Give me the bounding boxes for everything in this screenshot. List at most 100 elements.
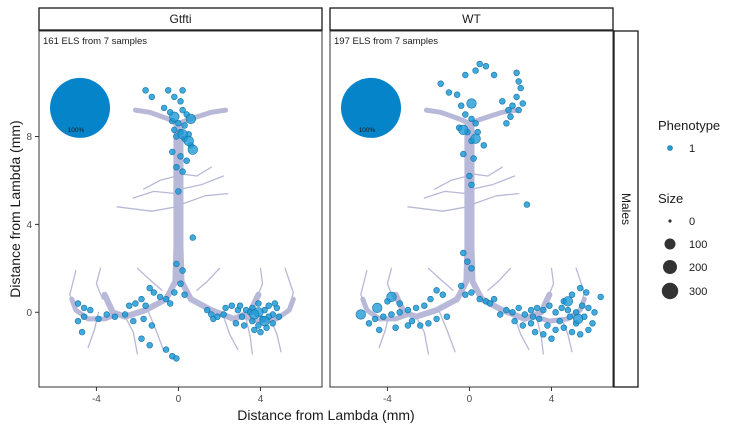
brain-branch (561, 318, 573, 353)
data-point (236, 302, 244, 309)
data-point (480, 142, 487, 149)
data-point-large (259, 316, 270, 327)
data-point (140, 315, 147, 323)
data-point (470, 155, 477, 162)
data-point (468, 289, 475, 296)
brain-branch (222, 316, 239, 351)
data-point (156, 293, 164, 301)
points (355, 60, 604, 342)
data-point (519, 100, 526, 107)
data-point (503, 120, 510, 127)
data-point (558, 304, 565, 312)
data-point (544, 322, 551, 329)
brain-branch (142, 175, 178, 190)
data-point (585, 304, 592, 312)
brain-branch (255, 267, 264, 300)
data-point (511, 317, 518, 325)
data-point (585, 326, 592, 334)
brain-branch (407, 206, 469, 212)
data-point (462, 111, 469, 118)
data-point (204, 306, 211, 314)
data-point (214, 313, 221, 320)
data-point (460, 150, 467, 158)
data-point (132, 300, 139, 307)
data-point (271, 300, 278, 307)
data-point-large (177, 129, 188, 140)
data-point (513, 69, 520, 77)
data-point (173, 355, 180, 362)
data-point (466, 172, 473, 180)
data-point (568, 291, 576, 298)
data-point (468, 265, 475, 272)
row-strip (613, 30, 639, 388)
data-point (519, 322, 526, 329)
data-point (490, 71, 498, 79)
data-point (142, 87, 149, 94)
data-point (222, 304, 229, 312)
data-point (177, 153, 184, 160)
data-point-large (355, 309, 366, 320)
data-point (392, 324, 399, 331)
data-point-large (169, 111, 180, 122)
strip-left-label: Gtfti (169, 12, 191, 26)
data-point (535, 315, 543, 323)
data-point (240, 322, 248, 329)
pie-percent-label: 100% (68, 127, 85, 134)
y-tick-label: 8 (26, 132, 32, 143)
data-point (148, 322, 156, 329)
data-point (458, 102, 465, 109)
data-point (150, 289, 158, 296)
data-point (179, 106, 186, 114)
data-point (220, 311, 227, 318)
data-point (408, 317, 416, 325)
legend-phenotype-label: 1 (689, 143, 695, 155)
data-point (499, 98, 506, 105)
data-point (177, 280, 184, 287)
data-point (433, 287, 440, 294)
data-point (421, 302, 428, 309)
brain-branch (245, 318, 253, 355)
y-tick-label: 4 (26, 220, 32, 231)
data-point (566, 313, 574, 320)
data-point (472, 120, 479, 127)
panel-right-plot: 100% (341, 60, 604, 355)
data-point (433, 315, 440, 323)
data-point (171, 93, 178, 101)
data-point (80, 313, 88, 320)
data-point (427, 295, 434, 303)
data-point (95, 315, 102, 323)
brain-branch (95, 267, 104, 300)
data-point (171, 126, 178, 134)
data-point (460, 249, 467, 257)
legend-size-key (661, 282, 679, 300)
data-point (564, 306, 572, 314)
strip-right (329, 7, 614, 31)
brain-branch (136, 267, 163, 291)
data-point (515, 106, 522, 114)
data-point (476, 295, 483, 303)
data-point (169, 148, 176, 156)
legend-size-title: Size (658, 191, 683, 206)
data-point-large (572, 313, 584, 325)
data-point (177, 98, 184, 105)
data-point (255, 300, 262, 307)
data-point (515, 304, 522, 312)
data-point (87, 306, 94, 314)
data-point (468, 115, 475, 123)
data-point (376, 326, 383, 334)
data-point (146, 284, 153, 292)
data-point (396, 309, 403, 316)
brain-outline (360, 107, 587, 355)
data-point (404, 322, 412, 329)
data-point (175, 120, 182, 127)
data-point (548, 335, 555, 342)
data-point (527, 306, 535, 314)
data-point (257, 328, 264, 336)
data-point (591, 309, 598, 316)
data-point (175, 188, 182, 195)
brain-branch (470, 175, 516, 190)
brain-branch (546, 267, 555, 300)
data-point (490, 295, 498, 303)
data-point (371, 315, 379, 323)
